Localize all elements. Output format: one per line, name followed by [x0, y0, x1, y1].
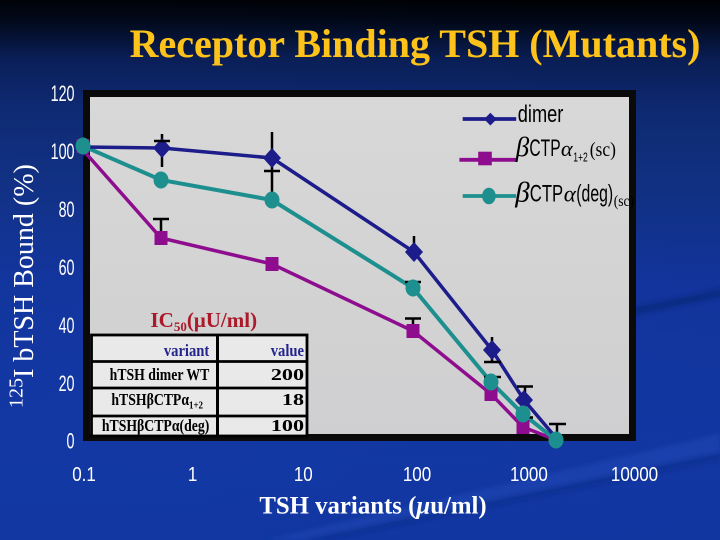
svg-text:(sc): (sc) — [590, 139, 616, 161]
svg-text:80: 80 — [59, 197, 75, 222]
svg-text:1000: 1000 — [510, 462, 548, 485]
svg-text:60: 60 — [59, 255, 75, 280]
svg-text:(deg): (deg) — [576, 181, 613, 207]
svg-text:100: 100 — [403, 462, 431, 485]
svg-text:10000: 10000 — [611, 462, 658, 485]
svg-text:100: 100 — [51, 139, 75, 164]
svg-text:hTSHβCTPα1+2: hTSHβCTPα1+2 — [111, 391, 203, 412]
svg-text:100: 100 — [271, 416, 304, 435]
svg-text:β: β — [514, 176, 530, 208]
svg-text:Receptor Binding TSH (Mutants): Receptor Binding TSH (Mutants) — [130, 21, 701, 66]
svg-text:α: α — [564, 181, 577, 206]
svg-text:(sc): (sc) — [614, 193, 634, 210]
svg-text:120: 120 — [51, 81, 75, 106]
svg-text:1: 1 — [188, 462, 197, 485]
svg-text:200: 200 — [271, 365, 304, 384]
svg-text:IC50(μU/ml): IC50(μU/ml) — [151, 308, 258, 334]
svg-text:0: 0 — [67, 429, 75, 454]
svg-text:0.1: 0.1 — [72, 462, 96, 485]
svg-text:18: 18 — [282, 390, 304, 409]
svg-text:hTSHβCTPα(deg): hTSHβCTPα(deg) — [102, 417, 209, 436]
svg-text:variant: variant — [164, 342, 210, 360]
svg-text:40: 40 — [59, 313, 75, 338]
svg-text:β: β — [515, 132, 530, 162]
svg-text:10: 10 — [294, 462, 313, 485]
svg-text:CTP: CTP — [530, 180, 563, 207]
svg-text:value: value — [271, 342, 304, 360]
svg-text:α: α — [561, 136, 574, 161]
svg-text:CTP: CTP — [529, 136, 560, 162]
svg-text:125I bTSH Bound (%): 125I bTSH Bound (%) — [6, 164, 41, 408]
svg-text:TSH variants (μu/ml): TSH variants (μu/ml) — [259, 493, 486, 520]
svg-text:hTSH dimer WT: hTSH dimer WT — [110, 366, 210, 385]
svg-text:dimer: dimer — [518, 101, 564, 128]
svg-text:20: 20 — [59, 371, 75, 396]
svg-text:1+2: 1+2 — [573, 151, 588, 165]
